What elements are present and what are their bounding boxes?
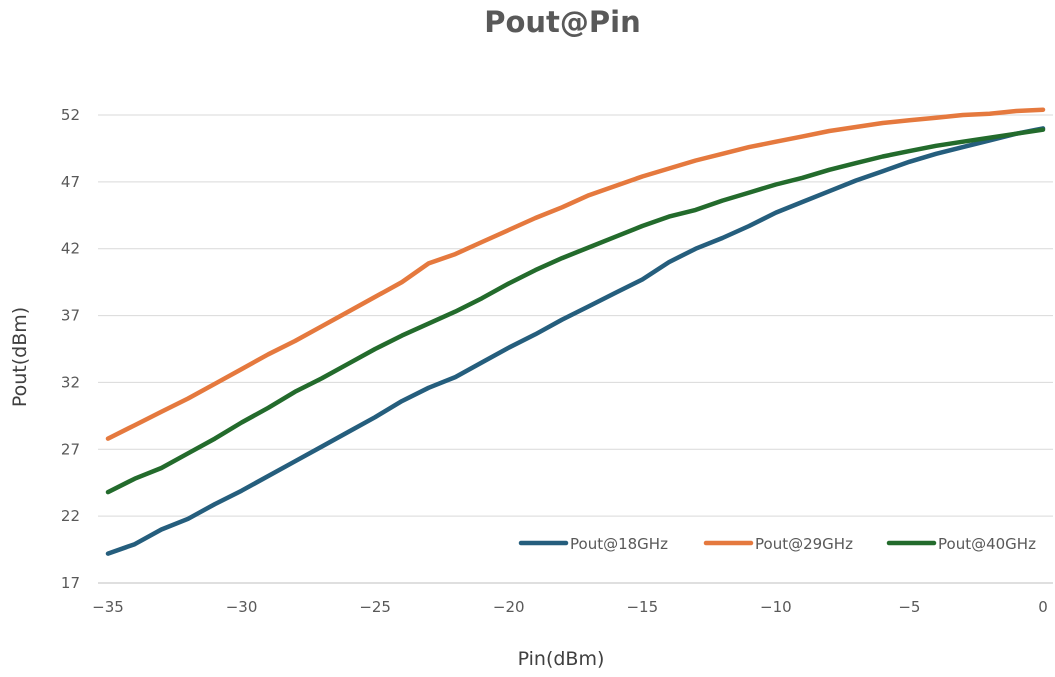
x-axis-title: Pin(dBm)	[518, 648, 605, 670]
series-line	[105, 107, 1046, 441]
y-tick-label: 52	[61, 106, 80, 124]
chart-title: Pout@Pin	[484, 5, 641, 39]
gridlines	[98, 114, 1053, 584]
y-tick-label: 22	[61, 507, 80, 525]
y-tick-label: 27	[61, 440, 80, 458]
x-tick-label: −15	[626, 598, 658, 616]
y-tick-label: 32	[61, 373, 80, 391]
x-tick-label: 0	[1038, 598, 1048, 616]
x-tick-label: −20	[493, 598, 525, 616]
series-lines	[105, 107, 1046, 556]
x-tick-label: −10	[760, 598, 792, 616]
y-tick-label: 47	[61, 173, 80, 191]
legend-label: Pout@29GHz	[755, 535, 853, 553]
x-tick-label: −30	[226, 598, 258, 616]
series-line	[105, 126, 1046, 556]
legend-label: Pout@40GHz	[938, 535, 1036, 553]
x-tick-label: −25	[359, 598, 391, 616]
y-tick-label: 17	[61, 574, 80, 592]
y-tick-label: 37	[61, 307, 80, 325]
y-tick-labels: 17 22 27 32 37 42 47 52	[61, 106, 80, 592]
x-tick-label: −35	[92, 598, 124, 616]
series-line	[105, 127, 1046, 495]
x-tick-labels: −35 −30 −25 −20 −15 −10 −5 0	[92, 598, 1048, 616]
x-tick-label: −5	[898, 598, 920, 616]
y-axis-title: Pout(dBm)	[9, 307, 31, 407]
legend-label: Pout@18GHz	[570, 535, 668, 553]
y-tick-label: 42	[61, 240, 80, 258]
legend: Pout@18GHz Pout@29GHz Pout@40GHz	[518, 535, 1036, 553]
